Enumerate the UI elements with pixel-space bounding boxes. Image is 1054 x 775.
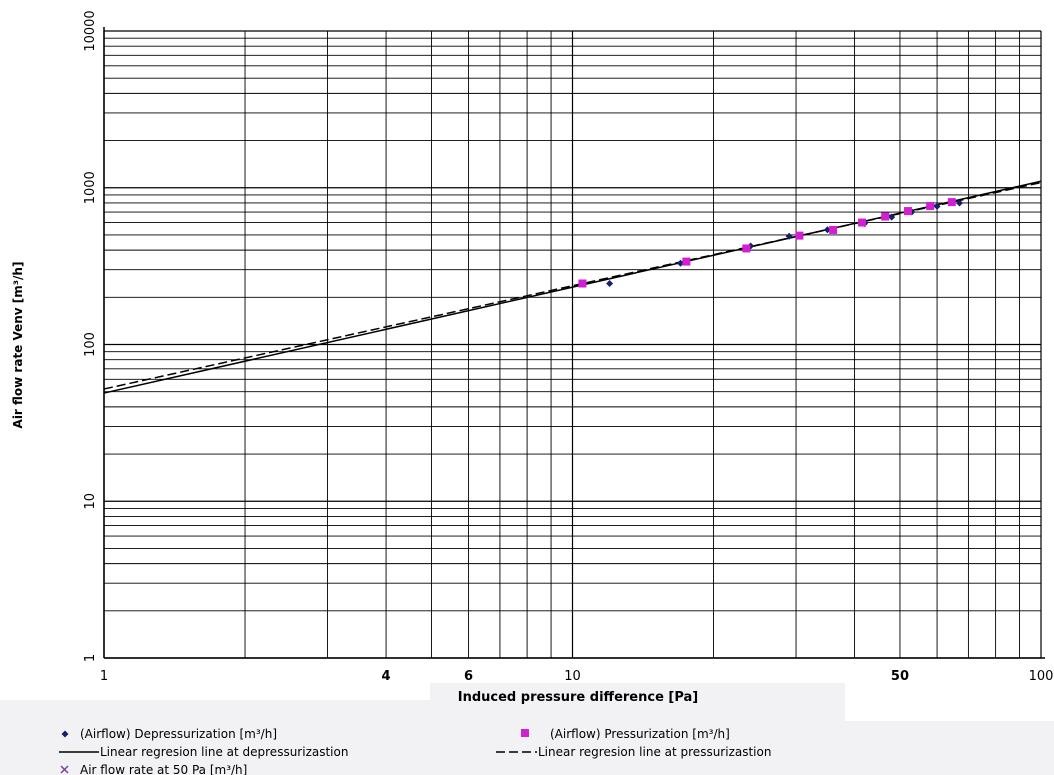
pressurization-point <box>829 225 838 234</box>
x-tick-labels: 1 4 6 10 50 100 <box>100 669 1054 684</box>
legend-label-pressurization: (Airflow) Pressurization [m³/h] <box>550 727 730 741</box>
pressurization-point <box>795 231 804 240</box>
x-tick-label: 50 <box>891 669 909 684</box>
y-tick-label: 10000 <box>83 10 98 51</box>
legend-marker-rate50 <box>60 765 69 774</box>
x-tick-label: 6 <box>464 669 473 684</box>
depressurization-point <box>956 199 964 207</box>
pressurization-point <box>858 218 867 227</box>
y-tick-label: 1 <box>83 654 98 662</box>
y-tick-labels: 1 10 100 1000 10000 <box>83 10 98 662</box>
depressurization-point <box>785 232 793 240</box>
depressurization-point <box>606 279 614 287</box>
depressurization-point <box>676 259 684 267</box>
y-tick-label: 10 <box>83 493 98 510</box>
y-tick-label: 100 <box>83 332 98 357</box>
xlabel-band-gap <box>0 683 430 700</box>
pressurization-point <box>881 212 890 221</box>
pressurization-point <box>903 207 912 216</box>
depressurization-point <box>888 213 896 221</box>
x-tick-label: 10 <box>564 669 581 684</box>
x-axis-label: Induced pressure difference [Pa] <box>458 690 699 705</box>
pressurization-point <box>682 257 691 266</box>
x-tick-label: 1 <box>100 669 108 684</box>
legend-label-reg-pressurization: Linear regresion line at pressurizastion <box>538 745 771 759</box>
pressurization-point <box>578 279 587 288</box>
y-tick-label: 1000 <box>83 171 98 204</box>
legend-label-rate50: Air flow rate at 50 Pa [m³/h] <box>80 763 247 775</box>
pressurization-point <box>742 244 751 253</box>
y-axis-label: Air flow rate Venv [m³/h] <box>11 262 25 429</box>
pressurization-point <box>947 198 956 207</box>
grid <box>103 27 1045 659</box>
pressurization-point <box>926 201 935 210</box>
legend-label-reg-depressurization: Linear regresion line at depressurizasti… <box>100 745 348 759</box>
data-points <box>578 198 964 288</box>
x-tick-label: 4 <box>382 669 391 684</box>
legend-marker-depressurization <box>61 730 69 738</box>
depressurization-point <box>933 202 941 210</box>
x-tick-label: 100 <box>1029 669 1054 684</box>
legend: (Airflow) Depressurization [m³/h] (Airfl… <box>59 727 771 775</box>
legend-marker-pressurization <box>521 729 529 737</box>
legend-label-depressurization: (Airflow) Depressurization [m³/h] <box>80 727 277 741</box>
